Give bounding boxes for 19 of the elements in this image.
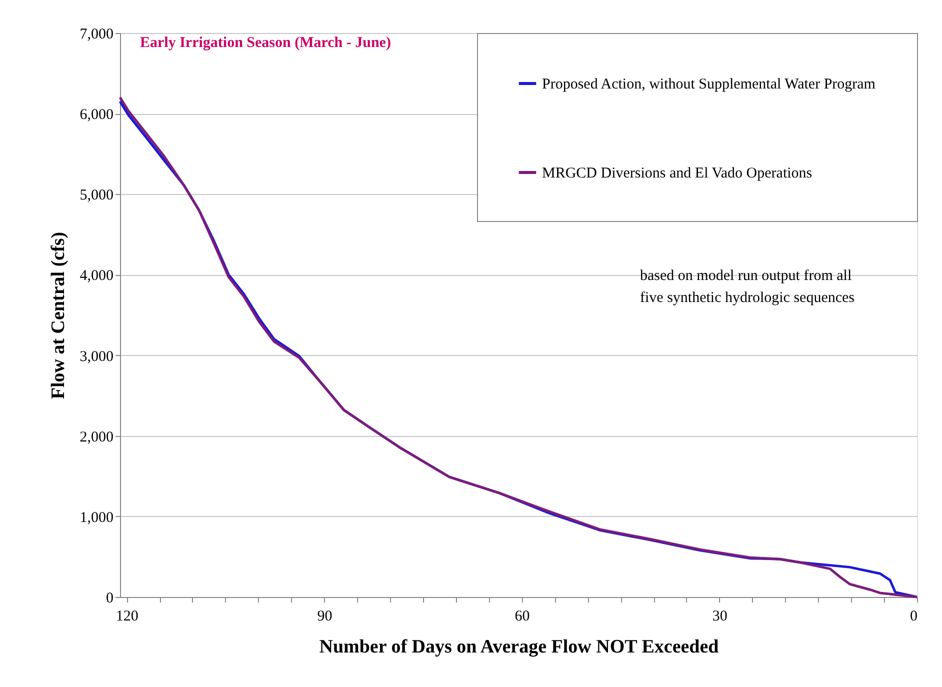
x-tick-label: 60 (514, 608, 530, 624)
x-tick-label: 0 (910, 608, 918, 624)
y-tick-label: 6,000 (80, 107, 114, 124)
y-tick-label: 7,000 (80, 26, 114, 42)
annotation: based on model run output from all five synthetic hydrologic sequences (640, 268, 855, 306)
y-tick-label: 0 (106, 590, 114, 606)
x-tick-label: 30 (712, 608, 728, 624)
x-tick-label: 90 (317, 608, 332, 624)
x-axis-title: Number of Days on Average Flow NOT Exceeded (319, 636, 720, 658)
y-tick-label: 3,000 (80, 348, 114, 365)
legend-label: MRGCD Diversions and El Vado Operations (542, 166, 812, 182)
legend-label: Proposed Action, without Supplemental Water Program (542, 76, 876, 92)
y-tick-label: 1,000 (80, 510, 114, 526)
y-tick-label: 2,000 (80, 429, 114, 446)
y-tick-label: 5,000 (80, 188, 114, 204)
y-axis-title: Flow at Central (cfs) (48, 232, 69, 400)
x-tick-label: 120 (116, 608, 138, 624)
chart-title: Early Irrigation Season (March - June) (140, 35, 391, 51)
y-tick-label: 4,000 (80, 268, 114, 284)
